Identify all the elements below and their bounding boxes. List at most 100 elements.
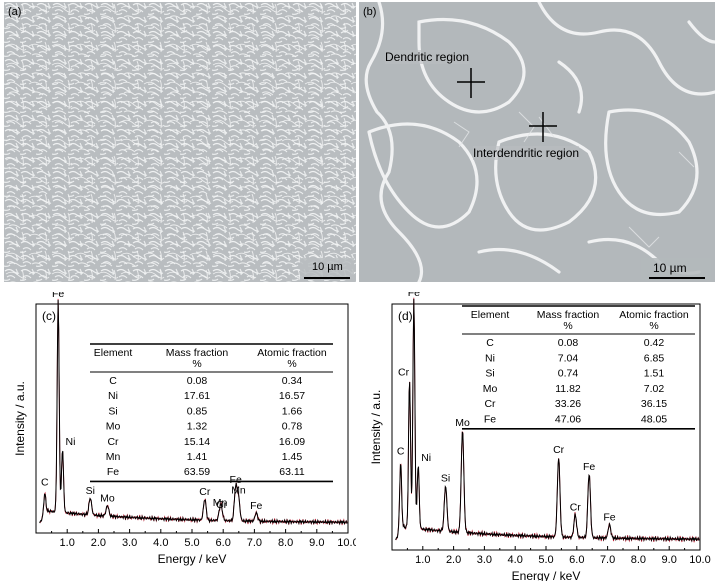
table-header-unit: %: [192, 358, 201, 370]
table-header: Element: [94, 347, 133, 359]
x-tick-label: 7.0: [247, 537, 262, 549]
x-tick-label: 1.0: [415, 554, 430, 566]
table-cell: Fe: [107, 466, 119, 478]
x-tick-label: 6.0: [216, 537, 231, 549]
peak-label: Cr: [216, 499, 228, 511]
peak-label: Mn: [213, 497, 228, 509]
x-tick-label: 7.0: [600, 554, 615, 566]
table-cell: 6.85: [644, 352, 665, 364]
x-tick-label: 3.0: [477, 554, 492, 566]
table-header-unit: %: [649, 320, 658, 332]
eds-panel-c: (c) 1.0 2.0 3.0 4.0 5.0 6.0 7.0 8.0 9.0 10.0 Energy…: [0, 288, 359, 581]
x-tick-label: 8.0: [631, 554, 646, 566]
x-tick-label: 9.0: [662, 554, 677, 566]
table-cell: 47.06: [555, 414, 581, 426]
y-axis-label: Intensity / a.u.: [369, 390, 383, 465]
eds-chart-d: (d) 1.0 2.0 3.0 4.0 5.0 6.0 7.0 8.0 9.0 10.0 Energy…: [369, 287, 711, 583]
peak-label: Fe: [603, 511, 615, 523]
x-axis-label: Energy / keV: [158, 552, 227, 566]
table-cell: Ni: [485, 352, 495, 364]
table-cell: 17.61: [184, 390, 210, 402]
panel-label: (c): [42, 309, 56, 323]
table-cell: 48.05: [641, 414, 667, 426]
peak-label: Fe: [583, 461, 595, 473]
annotation-interdendritic-region: Interdendritic region: [473, 146, 580, 160]
table-cell: 1.41: [187, 451, 208, 463]
table-cell: Mn: [106, 451, 121, 463]
table-header: Element: [471, 309, 510, 321]
panel-label-a: (a): [8, 6, 22, 18]
spectrum-line: [395, 298, 700, 543]
panel-label-b: (b): [363, 6, 377, 18]
table-cell: 0.78: [282, 421, 303, 433]
table-cell: 36.15: [641, 398, 667, 410]
table-cell: 0.08: [187, 375, 208, 387]
x-tick-label: 10.0: [689, 554, 710, 566]
table-cell: 1.45: [282, 451, 303, 463]
scale-bar-label-b: 10 µm: [653, 261, 687, 275]
peak-label: Cr: [398, 367, 410, 379]
x-tick-label: 10.0: [337, 537, 356, 549]
peak-label: Ni: [66, 436, 76, 448]
table-cell: 15.14: [184, 436, 210, 448]
x-tick-label: 4.0: [153, 537, 168, 549]
table-cell: 63.59: [184, 466, 210, 478]
table-header: Mass fraction: [537, 309, 600, 321]
peak-label: Ni: [421, 452, 431, 464]
peak-label: Si: [441, 473, 450, 485]
table-cell: 1.32: [187, 421, 208, 433]
table-header-unit: %: [287, 358, 296, 370]
table-cell: Ni: [108, 390, 118, 402]
x-tick-label: 8.0: [278, 537, 293, 549]
table-cell: Mo: [483, 383, 498, 395]
x-tick-label: 2.0: [91, 537, 106, 549]
peak-label: Cr: [199, 486, 211, 498]
table-header: Mass fraction: [166, 347, 229, 359]
plot-frame: [35, 303, 349, 534]
peak-label: Fe: [230, 474, 242, 486]
x-tick-label: 4.0: [508, 554, 523, 566]
sem-panel-a: (a) 10 µm: [4, 2, 356, 282]
table-cell: Cr: [484, 398, 496, 410]
table-cell: 16.57: [279, 390, 305, 402]
table-cell: 16.09: [279, 436, 305, 448]
y-axis-label: Intensity / a.u.: [13, 381, 27, 456]
table-cell: 0.34: [282, 375, 303, 387]
peak-label: Mn: [231, 485, 246, 497]
sem-panel-b: (b) Dendritic region Interdendritic regi…: [359, 2, 715, 282]
table-cell: 1.51: [644, 368, 665, 380]
table-header: Atomic fraction: [619, 309, 689, 321]
table-cell: 63.11: [279, 466, 305, 478]
spectrum-line: [39, 299, 348, 526]
scale-bar-label-a: 10 µm: [312, 261, 343, 273]
table-cell: 11.82: [555, 383, 581, 395]
x-tick-label: 1.0: [60, 537, 75, 549]
x-tick-label: 2.0: [446, 554, 461, 566]
table-cell: 1.66: [282, 405, 303, 417]
table-cell: Si: [485, 368, 494, 380]
sem-image-a: [4, 2, 356, 282]
panel-label: (d): [398, 309, 413, 323]
table-cell: 0.85: [187, 405, 208, 417]
peak-label: Fe: [52, 292, 64, 300]
peak-label: Mo: [455, 417, 470, 429]
annotation-dendritic-region: Dendritic region: [385, 50, 470, 64]
x-tick-label: 5.0: [184, 537, 199, 549]
eds-panel-d: (d) 1.0 2.0 3.0 4.0 5.0 6.0 7.0 8.0 9.0 10.0 Energy…: [362, 287, 719, 583]
sem-image-b: [359, 2, 715, 282]
peak-label: Cr: [570, 502, 582, 514]
x-tick-label: 6.0: [569, 554, 584, 566]
table-cell: 7.02: [644, 383, 665, 395]
table-cell: 33.26: [555, 398, 581, 410]
table-header: Atomic fraction: [257, 347, 327, 359]
table-cell: 0.74: [558, 368, 579, 380]
x-tick-label: 9.0: [309, 537, 324, 549]
table-cell: 7.04: [558, 352, 579, 364]
table-cell: 0.08: [558, 337, 579, 349]
peak-label: Mo: [100, 492, 115, 504]
x-tick-label: 5.0: [538, 554, 553, 566]
x-axis-label: Energy / keV: [512, 569, 581, 581]
table-cell: Mo: [106, 421, 121, 433]
peak-label: Fe: [408, 292, 420, 299]
peak-label: Fe: [250, 500, 262, 512]
